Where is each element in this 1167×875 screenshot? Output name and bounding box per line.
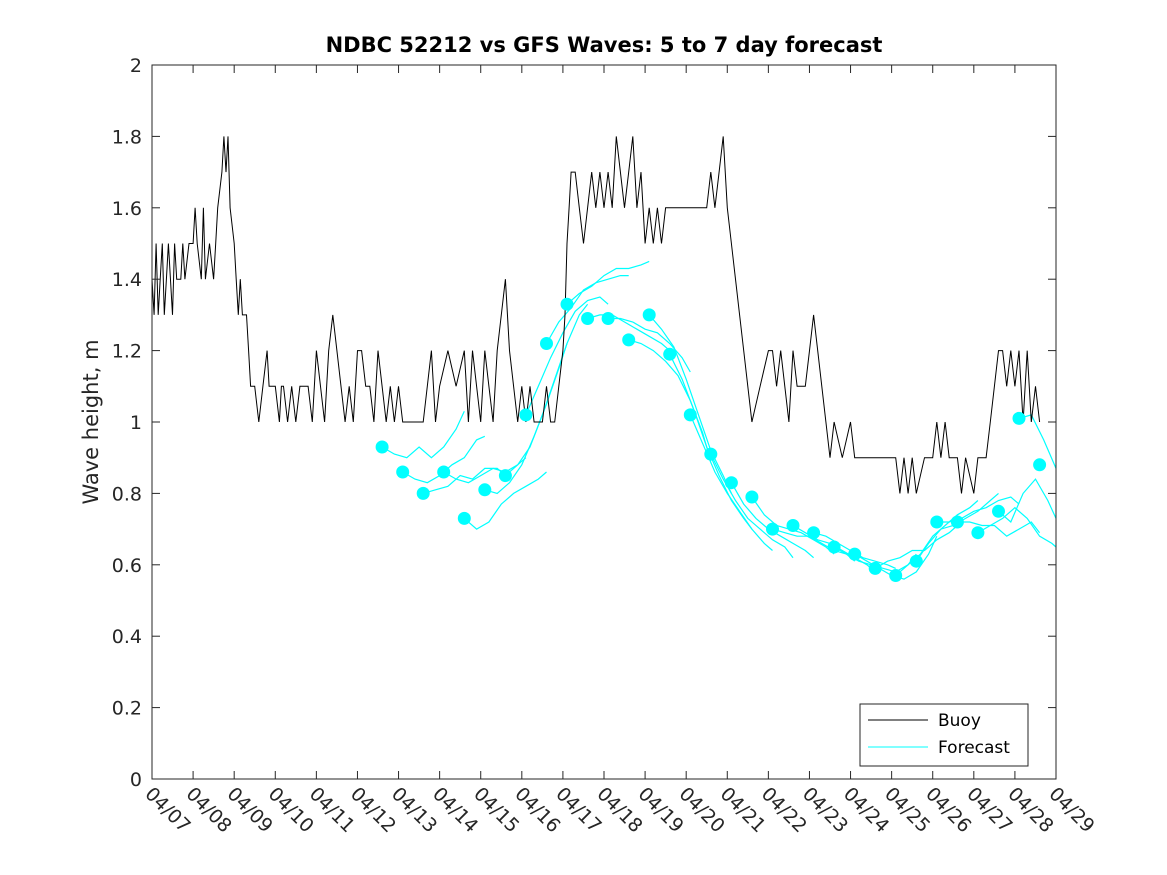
forecast-run-line-8: [505, 303, 589, 477]
forecast-point: [663, 347, 677, 361]
forecast-point: [375, 440, 389, 454]
y-tick-label: 1.6: [112, 198, 142, 220]
forecast-point: [909, 554, 923, 568]
legend: Buoy Forecast: [859, 703, 1029, 767]
data-layer: [151, 136, 1057, 582]
forecast-run-line-2: [381, 411, 465, 459]
chart-title: NDBC 52212 vs GFS Waves: 5 to 7 day fore…: [326, 33, 883, 57]
forecast-point: [457, 511, 471, 525]
legend-box: [859, 703, 1029, 767]
forecast-point: [930, 515, 944, 529]
y-tick-label: 0: [130, 769, 142, 791]
forecast-point: [745, 490, 759, 504]
y-tick-label: 2: [130, 55, 142, 77]
forecast-point: [540, 337, 553, 350]
y-tick-label: 1: [130, 412, 142, 434]
forecast-point: [416, 486, 430, 500]
forecast-point: [683, 408, 697, 422]
forecast-point: [642, 308, 656, 322]
forecast-point: [868, 561, 882, 575]
forecast-point: [581, 312, 595, 325]
y-tick-label: 1.4: [112, 269, 142, 291]
forecast-run-line-32: [998, 478, 1057, 523]
forecast-point: [950, 515, 964, 529]
forecast-point: [437, 465, 451, 479]
forecast-point: [889, 569, 903, 582]
forecast-run-line-30: [957, 521, 1041, 537]
forecast-point: [1012, 411, 1026, 425]
y-tick-label: 0.6: [112, 555, 142, 577]
forecast-point: [766, 522, 779, 536]
y-tick-label: 1.2: [112, 341, 142, 363]
y-tick-label: 0.2: [112, 698, 142, 720]
forecast-run-line-26: [874, 525, 958, 569]
forecast-point: [622, 333, 636, 347]
forecast-point: [807, 526, 821, 540]
forecast-point: [498, 469, 512, 483]
forecast-run-line-10: [545, 275, 629, 344]
y-tick-label: 1.8: [112, 126, 142, 148]
legend-label-buoy: Buoy: [938, 711, 981, 731]
forecast-point: [601, 312, 615, 325]
forecast-point: [724, 476, 738, 490]
forecast-run-line-13: [608, 317, 691, 373]
forecast-point: [827, 540, 841, 554]
forecast-point: [992, 504, 1005, 518]
y-tick-label: 0.4: [112, 626, 142, 648]
forecast-run-line-11: [566, 260, 650, 305]
forecast-point: [971, 526, 985, 540]
forecast-run-line-6: [463, 471, 547, 530]
forecast-point: [848, 547, 862, 561]
buoy-line: [151, 136, 1041, 494]
plot-area: [152, 65, 1056, 779]
legend-label-forecast: Forecast: [938, 738, 1010, 758]
forecast-run-line-12: [587, 314, 671, 352]
forecast-point: [786, 519, 800, 532]
y-tick-label: 0.8: [112, 483, 142, 505]
forecast-point: [478, 483, 492, 497]
forecast-point: [519, 408, 533, 422]
forecast-run-line-9: [525, 296, 609, 416]
forecast-run-line-31: [977, 506, 1057, 548]
forecast-point: [560, 297, 574, 311]
forecast-point: [1033, 458, 1047, 472]
y-axis-label: Wave height, m: [79, 339, 103, 504]
forecast-run-line-16: [669, 353, 753, 530]
forecast-point: [396, 465, 410, 479]
forecast-run-line-15: [648, 314, 732, 494]
forecast-run-line-17: [689, 414, 773, 551]
forecast-point: [704, 447, 718, 461]
